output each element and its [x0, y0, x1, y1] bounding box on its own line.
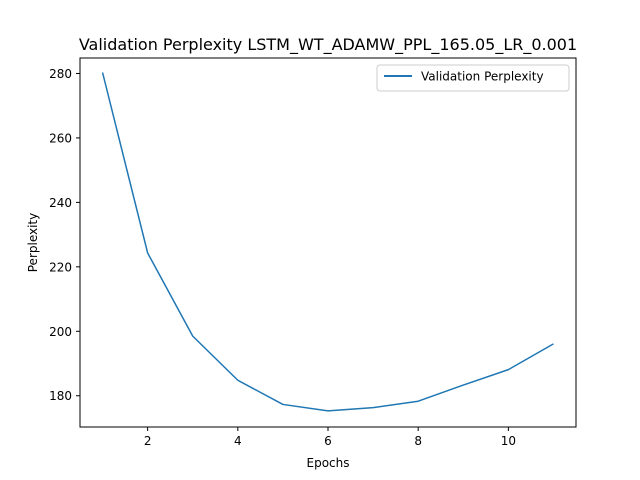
x-axis: 2 4 6 8 10: [144, 427, 516, 448]
series-layer: [101, 72, 554, 412]
series-line-validation-perplexity: [101, 72, 554, 412]
y-tick-label: 280: [49, 67, 72, 81]
y-axis: 180 200 220 240 260 280: [49, 67, 80, 403]
y-axis-label: Perplexity: [26, 213, 40, 273]
y-tick-label: 180: [49, 389, 72, 403]
y-tick-label: 220: [49, 260, 72, 274]
y-tick-label: 260: [49, 131, 72, 145]
legend-box: [376, 64, 570, 92]
x-axis-label: Epochs: [307, 456, 350, 470]
x-tick-label: 6: [324, 434, 332, 448]
x-tick-label: 4: [234, 434, 242, 448]
legend: Validation Perplexity: [376, 64, 570, 92]
chart-title: Validation Perplexity LSTM_WT_ADAMW_PPL_…: [79, 35, 577, 55]
x-tick-label: 2: [144, 434, 152, 448]
x-tick-label: 8: [414, 434, 422, 448]
y-tick-label: 200: [49, 325, 72, 339]
legend-label-validation-perplexity: Validation Perplexity: [421, 70, 544, 84]
y-tick-label: 240: [49, 196, 72, 210]
x-tick-label: 10: [501, 434, 516, 448]
